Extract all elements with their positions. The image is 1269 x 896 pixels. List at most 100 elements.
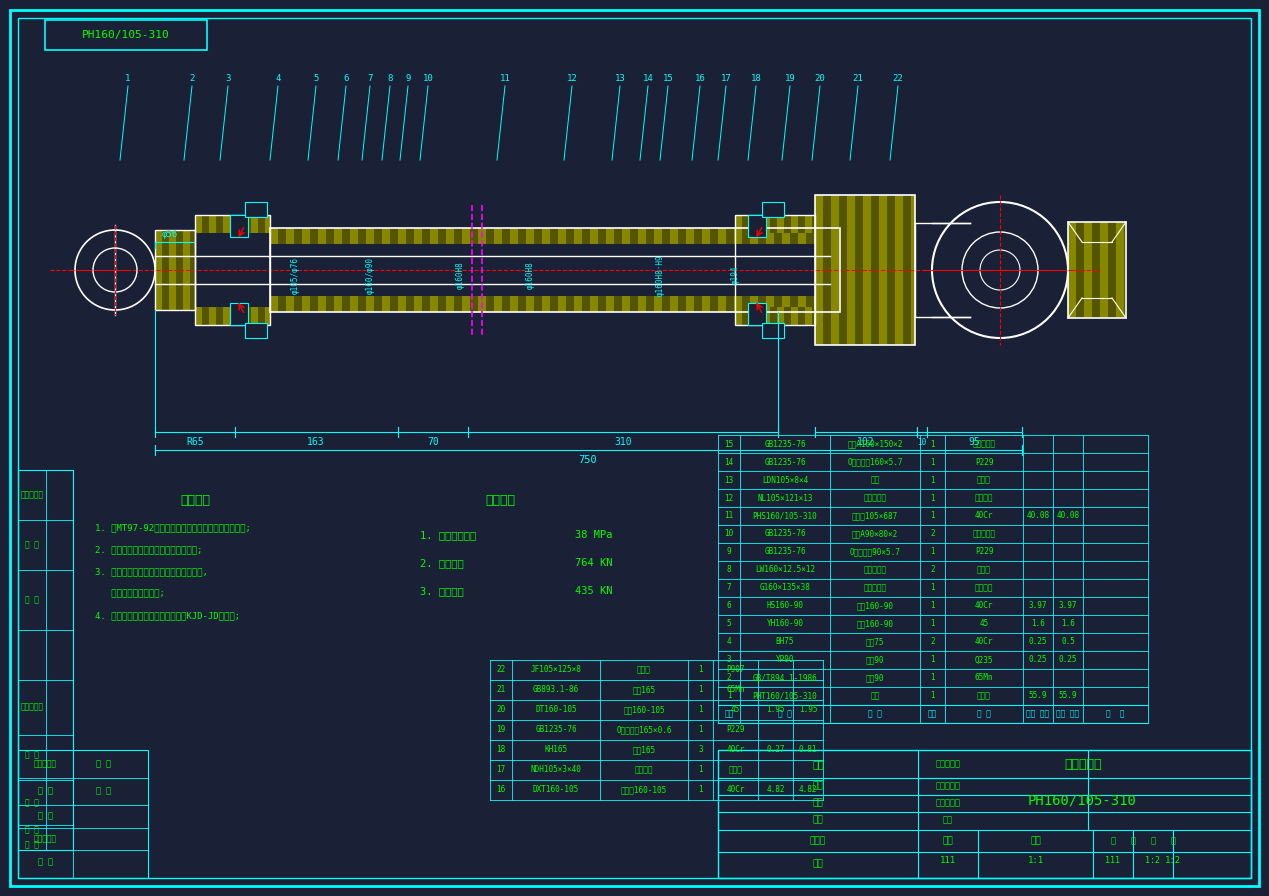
- Bar: [750, 296, 758, 312]
- Bar: [534, 228, 542, 244]
- Text: LDN105×8×4: LDN105×8×4: [761, 476, 808, 485]
- Bar: [251, 215, 258, 233]
- Text: 40Cr: 40Cr: [975, 512, 994, 521]
- Bar: [478, 228, 486, 244]
- Text: PH160/105-310: PH160/105-310: [1028, 793, 1137, 807]
- Text: 70: 70: [428, 437, 439, 447]
- Bar: [574, 296, 582, 312]
- Text: 1.95: 1.95: [798, 705, 817, 714]
- Text: 日 期: 日 期: [25, 840, 39, 849]
- Bar: [1124, 222, 1126, 318]
- Text: 9: 9: [405, 73, 411, 82]
- Bar: [791, 228, 798, 244]
- Text: 标准规范号: 标准规范号: [20, 702, 43, 711]
- Bar: [806, 228, 813, 244]
- Text: 3.97: 3.97: [1029, 601, 1047, 610]
- Bar: [670, 296, 678, 312]
- Bar: [694, 296, 702, 312]
- Text: G160×135×38: G160×135×38: [760, 583, 811, 592]
- Text: 聚甲醛: 聚甲醛: [977, 476, 991, 485]
- Text: 17: 17: [496, 765, 505, 774]
- Text: 1: 1: [698, 726, 703, 735]
- Bar: [777, 215, 784, 233]
- Bar: [662, 228, 670, 244]
- Bar: [286, 296, 294, 312]
- Bar: [430, 296, 438, 312]
- Bar: [258, 215, 265, 233]
- Text: 页: 页: [1170, 837, 1175, 846]
- Bar: [761, 323, 784, 338]
- Text: 11: 11: [725, 512, 733, 521]
- Bar: [1076, 222, 1084, 318]
- Bar: [230, 215, 237, 233]
- Bar: [747, 215, 766, 237]
- Text: 标准规范号: 标准规范号: [33, 834, 57, 843]
- Bar: [782, 228, 791, 244]
- Bar: [687, 228, 694, 244]
- Text: P229: P229: [975, 458, 994, 467]
- Text: 超硬件: 超硬件: [977, 692, 991, 701]
- Text: 技术要求: 技术要求: [180, 494, 209, 506]
- Text: 挡圈A90×80×2: 挡圈A90×80×2: [851, 530, 898, 538]
- Bar: [718, 296, 726, 312]
- Bar: [270, 228, 278, 244]
- Bar: [1115, 222, 1124, 318]
- Text: 310: 310: [614, 437, 632, 447]
- Bar: [798, 296, 806, 312]
- Bar: [598, 296, 607, 312]
- Text: 平衡千斤顶: 平衡千斤顶: [1065, 757, 1101, 771]
- Bar: [798, 215, 805, 233]
- Text: 0.5: 0.5: [1061, 637, 1075, 647]
- Text: 数量: 数量: [928, 710, 937, 719]
- Bar: [494, 296, 503, 312]
- Text: R65: R65: [187, 437, 204, 447]
- Bar: [1084, 222, 1093, 318]
- Text: 比例: 比例: [1030, 837, 1042, 846]
- Text: 3.97: 3.97: [1058, 601, 1077, 610]
- Bar: [525, 228, 534, 244]
- Bar: [838, 228, 840, 244]
- Bar: [18, 750, 148, 878]
- Bar: [582, 296, 590, 312]
- Bar: [445, 296, 454, 312]
- Bar: [761, 202, 784, 217]
- Text: DT160-105: DT160-105: [536, 705, 577, 714]
- Bar: [566, 296, 574, 312]
- Bar: [302, 296, 310, 312]
- Bar: [162, 230, 169, 310]
- Text: 65Mn: 65Mn: [975, 674, 994, 683]
- Text: 17: 17: [721, 73, 731, 82]
- Text: P229: P229: [726, 726, 745, 735]
- Text: 重量: 重量: [943, 837, 953, 846]
- Bar: [294, 228, 302, 244]
- Text: YP90: YP90: [775, 656, 794, 665]
- Bar: [694, 228, 702, 244]
- Bar: [195, 307, 202, 325]
- Text: BH75: BH75: [775, 637, 794, 647]
- Bar: [846, 195, 855, 345]
- Text: 导向套160-105: 导向套160-105: [621, 786, 667, 795]
- Bar: [806, 296, 813, 312]
- Text: GB1235-76: GB1235-76: [764, 530, 806, 538]
- Bar: [735, 215, 742, 233]
- Bar: [812, 215, 815, 233]
- Bar: [190, 230, 195, 310]
- Text: 名 称: 名 称: [868, 710, 882, 719]
- Bar: [598, 228, 607, 244]
- Text: 20: 20: [496, 705, 505, 714]
- Text: Q235: Q235: [975, 656, 994, 665]
- Bar: [911, 195, 915, 345]
- Text: 1: 1: [930, 692, 935, 701]
- Bar: [607, 228, 614, 244]
- Bar: [462, 228, 470, 244]
- Text: 111: 111: [940, 856, 956, 865]
- Bar: [406, 296, 414, 312]
- Bar: [805, 307, 812, 325]
- Text: 111: 111: [1105, 856, 1121, 865]
- Bar: [702, 228, 709, 244]
- Bar: [230, 303, 247, 325]
- Text: P907: P907: [726, 666, 745, 675]
- Bar: [470, 296, 478, 312]
- Bar: [365, 296, 374, 312]
- Bar: [815, 195, 824, 345]
